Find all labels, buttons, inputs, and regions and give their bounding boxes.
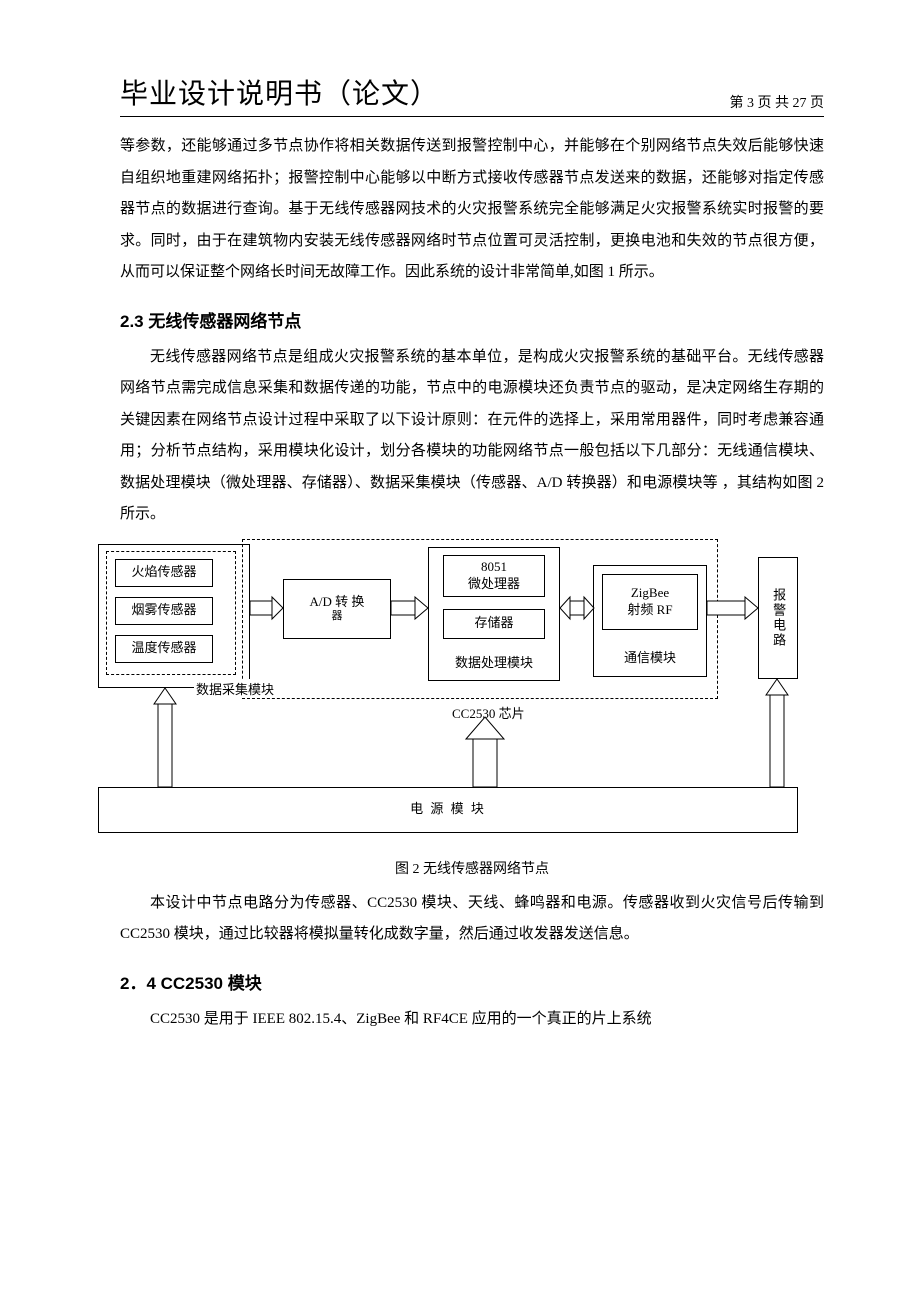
section-2-3-heading: 2.3 无线传感器网络节点	[120, 307, 824, 332]
paragraph-2-3: 无线传感器网络节点是组成火灾报警系统的基本单位，是构成火灾报警系统的基础平台。无…	[120, 342, 824, 531]
page-header: 毕业设计说明书（论文） 第 3 页 共 27 页	[120, 72, 824, 117]
section-2-4-heading: 2．4 CC2530 模块	[120, 969, 824, 994]
page-number: 第 3 页 共 27 页	[730, 92, 825, 112]
document-page: 毕业设计说明书（论文） 第 3 页 共 27 页 等参数，还能够通过多节点协作将…	[0, 0, 920, 1095]
paragraph-after-fig2: 本设计中节点电路分为传感器、CC2530 模块、天线、蜂鸣器和电源。传感器收到火…	[120, 888, 824, 951]
diagram-arrows	[98, 539, 802, 844]
figure-2-diagram: 火焰传感器 烟雾传感器 温度传感器 A/D 转 换 器 数据采集模块 数据处理模…	[98, 539, 802, 844]
figure-2-caption: 图 2 无线传感器网络节点	[120, 858, 824, 878]
paragraph-2-4: CC2530 是用于 IEEE 802.15.4、ZigBee 和 RF4CE …	[120, 1004, 824, 1036]
doc-title: 毕业设计说明书（论文）	[120, 72, 439, 112]
paragraph-continuation: 等参数，还能够通过多节点协作将相关数据传送到报警控制中心，并能够在个别网络节点失…	[120, 131, 824, 289]
